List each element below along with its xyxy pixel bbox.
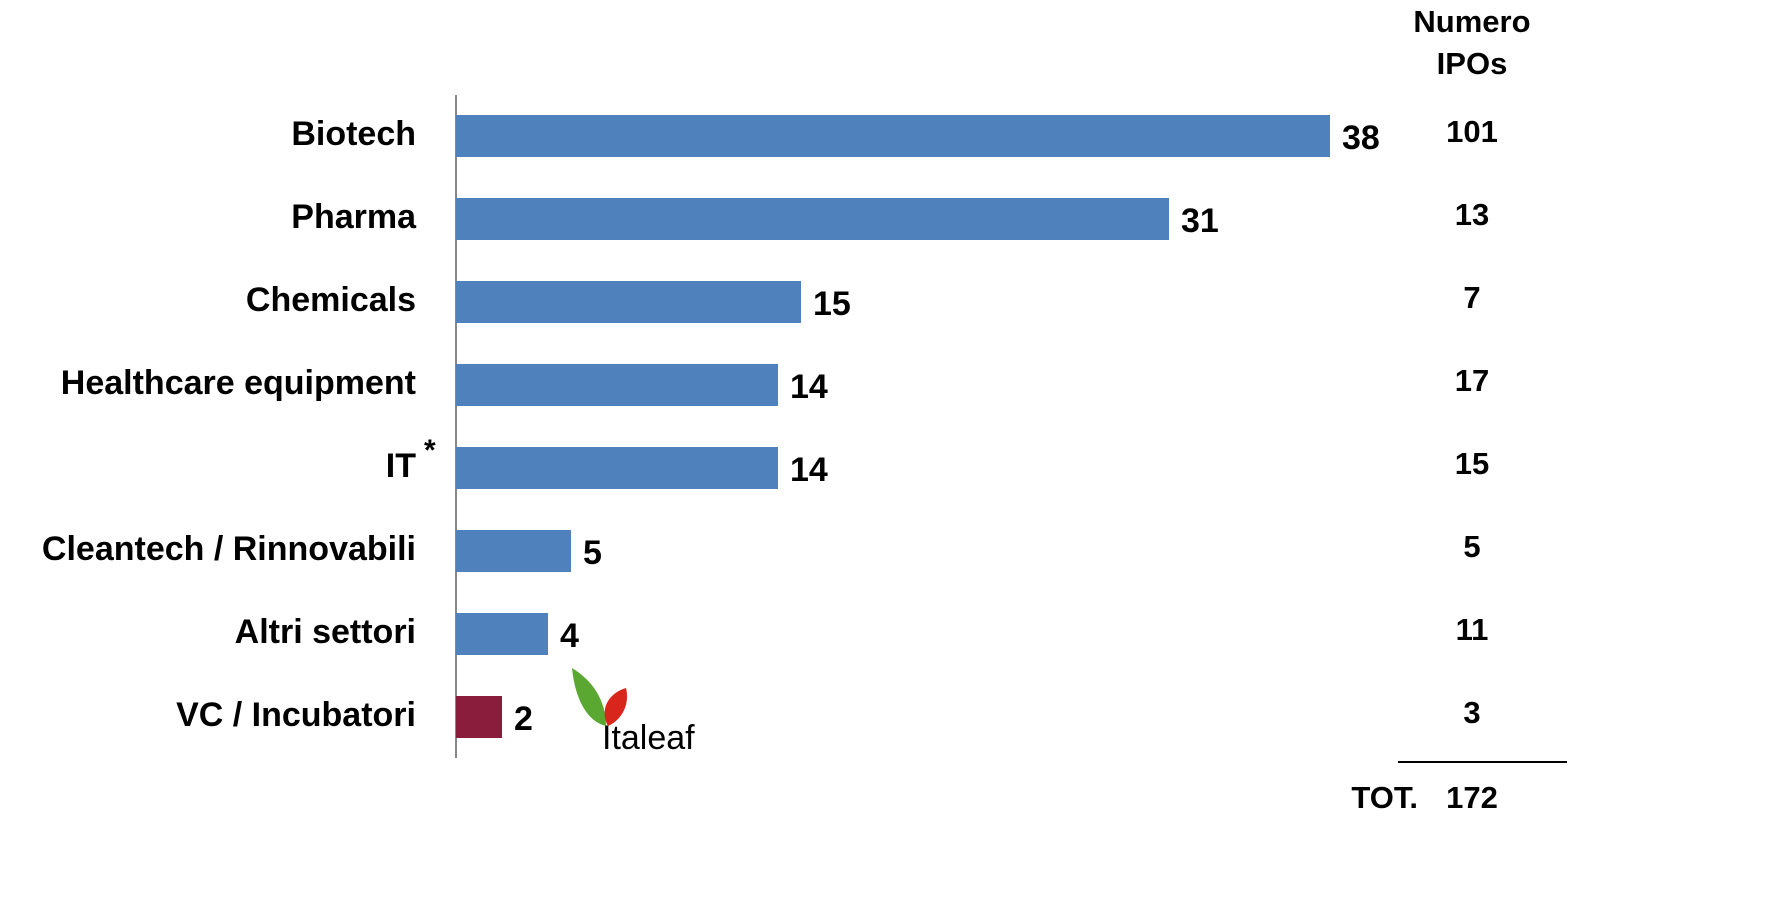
- bar: [456, 364, 778, 406]
- ipo-count: 13: [1455, 197, 1489, 232]
- annotation: *: [424, 434, 436, 467]
- column-header: Numero: [1413, 4, 1530, 39]
- category-label: Biotech: [291, 115, 416, 153]
- logo-leaf: [572, 668, 606, 726]
- ipo-count: 17: [1455, 363, 1489, 398]
- category-label: Healthcare equipment: [61, 364, 416, 402]
- ipo-count: 7: [1463, 280, 1480, 315]
- data-label: 4: [560, 617, 579, 655]
- bar: [456, 281, 801, 323]
- category-label: Cleantech / Rinnovabili: [42, 530, 416, 568]
- data-label: 2: [514, 700, 533, 738]
- category-label: IT: [386, 447, 416, 485]
- column-header: IPOs: [1437, 46, 1508, 81]
- category-label: Altri settori: [235, 613, 416, 651]
- category-label: VC / Incubatori: [176, 696, 416, 734]
- bar: [456, 115, 1330, 157]
- ipo-count: 101: [1446, 114, 1498, 149]
- data-label: 14: [790, 368, 828, 406]
- ipo-count: 3: [1463, 695, 1480, 730]
- data-label: 14: [790, 451, 828, 489]
- category-label: Chemicals: [246, 281, 416, 319]
- data-label: 38: [1342, 119, 1380, 157]
- logo: Italeaf: [572, 668, 695, 757]
- logo-text: Italeaf: [602, 719, 695, 757]
- bar: [456, 447, 778, 489]
- bar: [456, 613, 548, 655]
- bar: [456, 696, 502, 738]
- category-label: Pharma: [291, 198, 417, 236]
- logo-leaf: [604, 688, 628, 726]
- total-value: 172: [1446, 780, 1498, 815]
- ipo-count: 5: [1463, 529, 1480, 564]
- data-label: 31: [1181, 202, 1219, 240]
- bar: [456, 198, 1169, 240]
- ipo-count: 11: [1456, 612, 1489, 647]
- total-label: TOT.: [1351, 780, 1418, 815]
- data-label: 15: [813, 285, 851, 323]
- ipo-count: 15: [1455, 446, 1489, 481]
- data-label: 5: [583, 534, 602, 572]
- bar: [456, 530, 571, 572]
